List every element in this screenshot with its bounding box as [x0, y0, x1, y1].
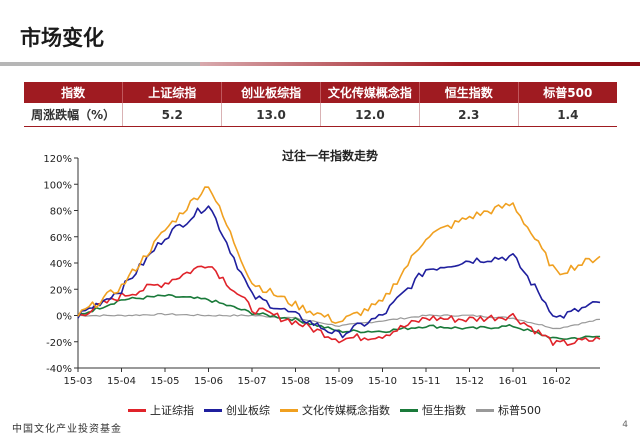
x-tick-label: 15-09 — [324, 376, 353, 387]
x-tick-label: 15-08 — [281, 376, 310, 387]
table-cell: 2.3 — [418, 103, 519, 127]
chart-axes: -40% -20% 0% 20% 40% 60% 80% 100% 120% 15-03 15-04… — [43, 154, 600, 387]
y-tick-label: 80% — [50, 207, 72, 218]
x-tick-label: 15-12 — [455, 376, 484, 387]
row-label: 周涨跌幅（%） — [24, 103, 123, 127]
legend-item: 恒生指数 — [400, 402, 466, 418]
chart-series — [77, 186, 601, 346]
index-trend-chart: 过往一年指数走势 -40% -20% 0% 20% 40% 60% 80% 100% 120% 1… — [43, 148, 601, 387]
chart-title: 过往一年指数走势 — [282, 148, 378, 163]
legend-item: 上证综指 — [128, 402, 194, 418]
legend-item: 创业板综 — [204, 402, 270, 418]
y-tick-label: -20% — [46, 338, 72, 349]
header-cell: 标普500 — [517, 82, 617, 103]
table-row: 周涨跌幅（%） 5.2 13.0 12.0 2.3 1.4 — [24, 103, 617, 127]
chart-legend: 上证综指 创业板综 文化传媒概念指数 恒生指数 标普500 — [128, 402, 541, 418]
x-tick-label: 16-01 — [498, 376, 527, 387]
y-tick-label: 120% — [43, 154, 72, 165]
legend-label: 文化传媒概念指数 — [302, 404, 390, 417]
table-cell: 13.0 — [221, 103, 321, 127]
series-line-2 — [77, 186, 601, 324]
table-cell: 12.0 — [319, 103, 420, 127]
x-tick-label: 15-07 — [237, 376, 266, 387]
page-number: 4 — [622, 420, 628, 430]
legend-item: 标普500 — [476, 402, 541, 418]
x-tick-label: 15-06 — [194, 376, 223, 387]
y-tick-label: 40% — [50, 259, 72, 270]
x-tick-label: 15-11 — [411, 376, 440, 387]
x-tick-label: 15-04 — [107, 376, 136, 387]
weekly-return-table: 指数 上证综指 创业板综指 文化传媒概念指 恒生指数 标普500 周涨跌幅（%）… — [24, 82, 617, 127]
header-cell: 恒生指数 — [418, 82, 519, 103]
y-tick-label: 100% — [43, 180, 72, 191]
series-line-1 — [77, 205, 601, 339]
footer-logo: 中国文化产业投资基金 — [12, 424, 122, 435]
header-cell: 上证综指 — [122, 82, 222, 103]
legend-label: 创业板综 — [226, 404, 270, 417]
header-cell: 创业板综指 — [221, 82, 321, 103]
table-header-row: 指数 上证综指 创业板综指 文化传媒概念指 恒生指数 标普500 — [24, 82, 617, 103]
x-tick-label: 16-02 — [542, 376, 571, 387]
series-line-4 — [77, 313, 601, 330]
header-cell: 指数 — [24, 82, 123, 103]
legend-item: 文化传媒概念指数 — [280, 402, 390, 418]
slide-title: 市场变化 — [20, 26, 104, 50]
y-tick-label: 0% — [56, 312, 72, 323]
y-tick-label: 60% — [50, 233, 72, 244]
legend-label: 上证综指 — [150, 404, 194, 417]
legend-label: 标普500 — [498, 404, 541, 417]
header-cell: 文化传媒概念指 — [319, 82, 420, 103]
x-tick-label: 15-03 — [63, 376, 92, 387]
series-line-3 — [77, 293, 601, 340]
x-tick-label: 15-05 — [150, 376, 179, 387]
x-tick-label: 15-10 — [368, 376, 397, 387]
y-tick-label: 20% — [50, 285, 72, 296]
title-divider — [0, 62, 640, 66]
legend-label: 恒生指数 — [422, 404, 466, 417]
y-tick-label: -40% — [46, 364, 72, 375]
table-cell: 5.2 — [122, 103, 222, 127]
series-line-0 — [77, 265, 601, 346]
table-cell: 1.4 — [517, 103, 617, 127]
